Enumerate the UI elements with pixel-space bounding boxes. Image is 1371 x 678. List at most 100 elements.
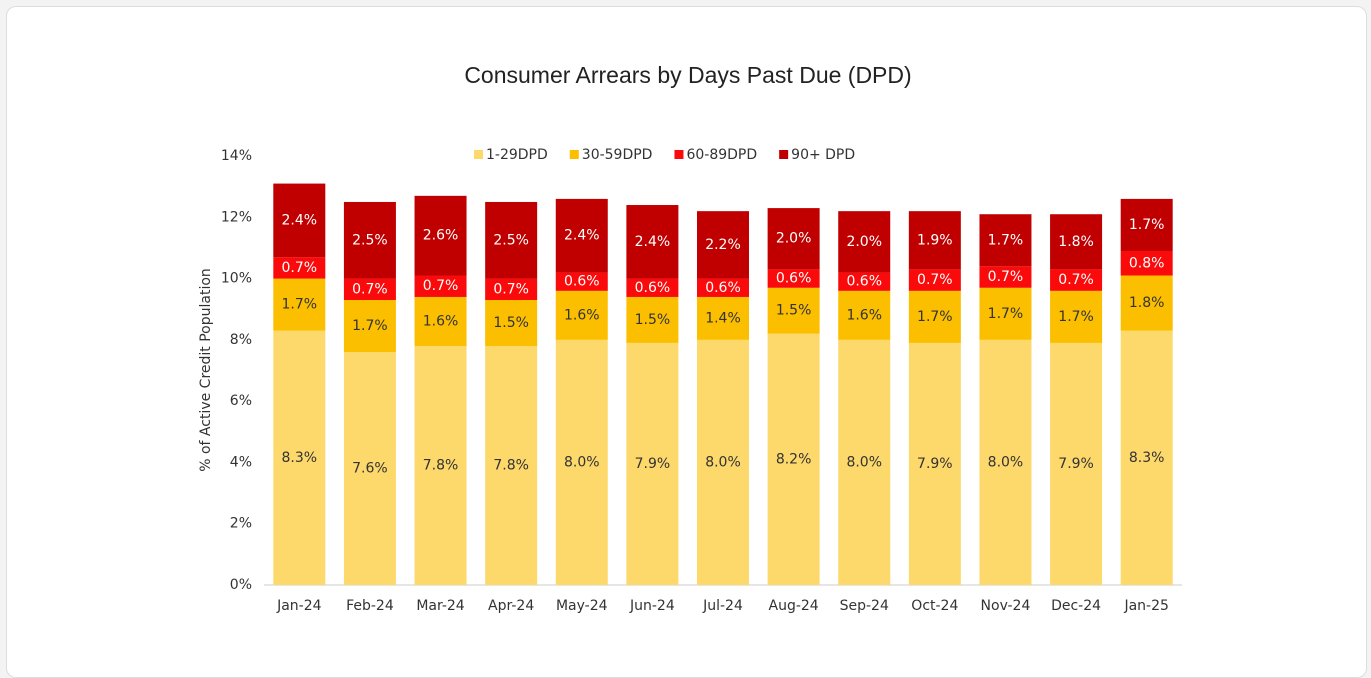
bar-segment [1050,342,1103,585]
data-label: 8.2% [776,451,812,467]
data-label: 2.2% [705,237,741,253]
data-label: 8.0% [988,454,1024,470]
bar-segment [697,211,749,279]
data-label: 1.9% [917,232,953,248]
x-tick-label: Jun-24 [629,598,675,614]
x-tick-label: Jul-24 [702,598,743,614]
bar-segment [979,214,1032,267]
data-label: 8.0% [705,454,741,470]
y-tick-label: 14% [221,148,252,164]
bar-segment [414,345,467,585]
data-label: 1.5% [776,303,812,319]
bar-segment [273,183,326,258]
data-label: 1.6% [846,307,882,323]
data-label: 0.7% [988,269,1024,285]
y-tick-label: 0% [230,577,252,593]
x-tick-label: Feb-24 [346,598,394,614]
data-label: 7.9% [1058,456,1094,472]
data-label: 2.4% [564,228,600,244]
data-label: 0.6% [846,274,882,290]
data-label: 1.7% [917,309,953,325]
bar-segment [838,211,891,273]
data-label: 0.7% [423,278,459,294]
bar-segment [343,278,396,301]
bar-segment [555,339,608,585]
y-tick-label: 10% [221,271,252,287]
bar-segment [908,342,961,585]
bar-segment [979,339,1032,585]
bar-segment [414,296,467,346]
data-label: 2.4% [635,234,671,250]
data-label: 7.6% [352,461,388,477]
bar-segment [555,198,608,273]
bar-segment [343,201,396,279]
bar-segment [1050,214,1103,270]
x-tick-label: Oct-24 [911,598,958,614]
y-axis-label: % of Active Credit Population [198,268,214,472]
bar-segment [273,330,326,585]
data-label: 0.7% [1058,272,1094,288]
legend-label: 60-89DPD [686,147,757,163]
data-label: 1.7% [1129,217,1165,233]
bar-segment [485,300,538,346]
bar-segment [979,266,1032,288]
bar-segment [343,300,396,353]
bar-segment [1120,275,1173,331]
data-label: 7.9% [635,456,671,472]
bar-segment [1050,290,1103,343]
x-tick-label: Mar-24 [416,598,464,614]
bar-segment [555,290,608,340]
data-label: 0.7% [282,260,318,276]
data-label: 0.6% [635,280,671,296]
x-tick-label: May-24 [556,598,608,614]
data-label: 0.8% [1129,255,1165,271]
bar-segment [626,278,679,297]
data-label: 7.9% [917,456,953,472]
bar-segment [697,296,749,340]
data-label: 0.7% [352,281,388,297]
data-label: 1.7% [282,297,318,313]
data-label: 2.5% [352,232,388,248]
bar-segment [767,269,820,288]
data-label: 2.0% [846,234,882,250]
data-label: 1.4% [705,310,741,326]
data-label: 1.7% [352,318,388,334]
legend-label: 30-59DPD [582,147,653,163]
bar-segment [485,278,538,301]
bar-segment [908,290,961,343]
data-label: 1.6% [564,307,600,323]
bar-segment [767,287,820,334]
data-label: 2.4% [282,212,318,228]
legend-swatch [569,150,579,159]
data-label: 1.8% [1058,234,1094,250]
bar-segment [767,333,820,585]
bar-segment [1050,269,1103,291]
bar-segment [908,269,961,291]
x-tick-label: Jan-25 [1123,598,1168,614]
bar-segment [838,290,891,340]
bar-segment [414,195,467,276]
data-label: 8.0% [846,454,882,470]
data-label: 7.8% [493,457,529,473]
y-tick-label: 6% [230,393,252,409]
data-label: 0.7% [917,272,953,288]
data-label: 1.5% [493,315,529,331]
data-label: 0.6% [776,271,812,287]
bar-segment [838,339,891,585]
y-tick-label: 12% [221,209,252,225]
bar-segment [1120,250,1173,276]
bar-segment [908,211,961,270]
bar-segment [838,272,891,291]
data-label: 2.0% [776,231,812,247]
x-tick-label: Apr-24 [488,598,534,614]
bar-segment [1120,198,1173,251]
bar-segment [273,257,326,279]
bar-segment [626,342,679,585]
data-label: 8.3% [1129,450,1165,466]
x-tick-label: Sep-24 [840,598,889,614]
x-tick-label: Nov-24 [981,598,1031,614]
bar-segment [343,352,396,585]
bar-segment [414,275,467,297]
chart-title: Consumer Arrears by Days Past Due (DPD) [464,62,911,88]
